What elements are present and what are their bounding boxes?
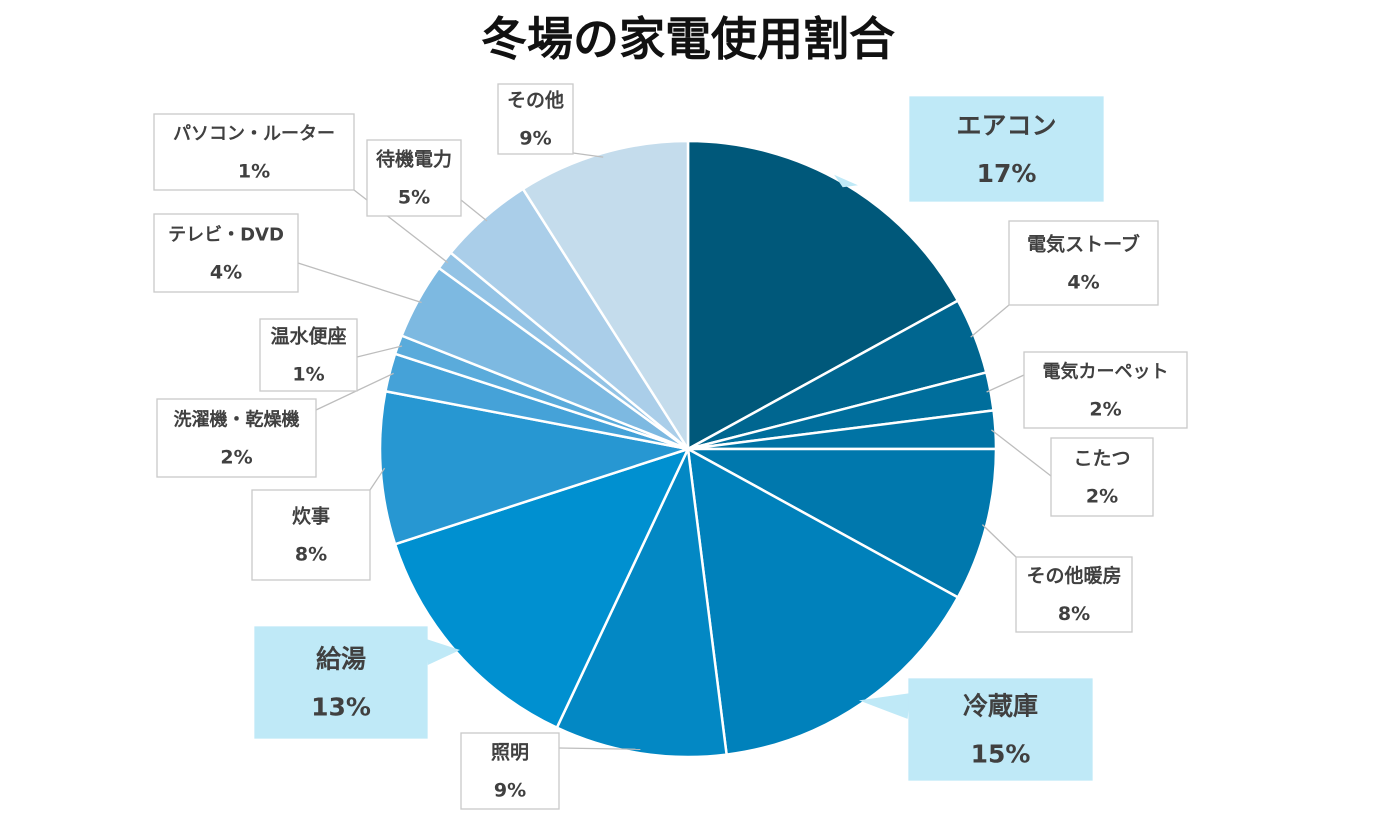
data-label-value: 9% xyxy=(494,780,526,802)
callout-box xyxy=(460,732,560,810)
callout-box xyxy=(153,213,299,293)
pie-slice-炊事 xyxy=(378,390,690,546)
leader-line-待機電力 xyxy=(460,199,488,222)
pie-slice-冷蔵庫 xyxy=(686,447,960,756)
callout-box xyxy=(153,113,355,191)
data-label-その他暖房: その他暖房 8% xyxy=(1015,556,1133,633)
data-label-照明: 照明 9% xyxy=(460,732,560,810)
data-label-エアコン: エアコン 17% xyxy=(909,96,1104,202)
leader-line-テレビ-DVD xyxy=(297,262,422,304)
data-label-value: 2% xyxy=(1086,486,1118,508)
data-label-name: 電気カーペット xyxy=(1043,360,1169,382)
data-label-洗濯機-乾燥機: 洗濯機・乾燥機 2% xyxy=(156,398,317,478)
leader-line-電気ストーブ xyxy=(970,304,1010,338)
data-label-name: パソコン・ルーター xyxy=(173,123,335,144)
data-label-温水便座: 温水便座 1% xyxy=(259,318,358,392)
chart-title: 冬場の家電使用割合 xyxy=(481,12,895,66)
pie-slice-その他暖房 xyxy=(686,447,998,599)
callout-box xyxy=(1008,220,1159,306)
leader-line-その他 xyxy=(572,152,604,158)
data-label-name: その他 xyxy=(507,89,564,112)
callout-box xyxy=(1023,351,1188,429)
data-label-name: 電気ストーブ xyxy=(1027,233,1140,256)
leader-line-温水便座 xyxy=(356,345,403,358)
callout-box xyxy=(908,678,1093,781)
data-label-給湯: 給湯 13% xyxy=(254,626,428,739)
pie-slices xyxy=(378,139,998,759)
leader-line-照明 xyxy=(558,747,641,750)
data-label-value: 4% xyxy=(1067,272,1099,294)
data-label-value: 4% xyxy=(210,262,242,284)
data-label-value: 8% xyxy=(1058,603,1090,625)
callout-box xyxy=(254,626,428,739)
leader-line-その他暖房 xyxy=(981,524,1017,558)
data-label-value: 13% xyxy=(311,692,371,721)
data-label-name: 給湯 xyxy=(316,644,366,673)
data-label-待機電力: 待機電力 5% xyxy=(366,139,462,217)
data-label-name: 待機電力 xyxy=(376,148,452,171)
data-label-name: 照明 xyxy=(491,742,529,764)
data-label-電気カーペット: 電気カーペット 2% xyxy=(1023,351,1188,429)
leader-line-炊事 xyxy=(369,467,386,491)
callout-pointer-エアコン xyxy=(834,174,858,188)
pie-slice-その他 xyxy=(521,139,690,451)
data-label-パソコン-ルーター: パソコン・ルーター 1% xyxy=(153,113,355,191)
leader-line-こたつ xyxy=(991,429,1052,477)
leader-line-電気カーペット xyxy=(986,374,1025,393)
data-label-こたつ: こたつ 2% xyxy=(1050,437,1154,517)
callout-pointer-給湯 xyxy=(426,639,460,665)
callout-box xyxy=(259,318,358,392)
data-label-炊事: 炊事 8% xyxy=(251,489,371,581)
data-label-name: エアコン xyxy=(956,111,1056,140)
data-label-value: 15% xyxy=(971,739,1031,768)
data-label-name: 冷蔵庫 xyxy=(963,691,1038,720)
data-label-name: 洗濯機・乾燥機 xyxy=(174,408,300,430)
callout-box xyxy=(1015,556,1133,633)
data-label-value: 5% xyxy=(398,187,430,209)
data-label-value: 1% xyxy=(292,364,324,386)
data-label-value: 9% xyxy=(519,128,551,150)
data-label-name: 温水便座 xyxy=(270,325,346,348)
data-label-callouts: エアコン 17% 電気ストーブ 4% 電気カーペット 2% こたつ 2% その他暖房 8% 冷蔵庫 1… xyxy=(153,83,1188,810)
callout-box xyxy=(156,398,317,478)
pie-slice-給湯 xyxy=(393,447,690,729)
data-label-value: 2% xyxy=(220,447,252,469)
pie-slice-照明 xyxy=(555,447,728,759)
data-label-value: 2% xyxy=(1089,399,1121,421)
data-label-name: 炊事 xyxy=(292,505,330,528)
data-label-value: 8% xyxy=(295,544,327,566)
callout-box xyxy=(909,96,1104,202)
data-label-name: こたつ xyxy=(1073,448,1130,470)
data-label-その他: その他 9% xyxy=(497,83,574,155)
data-label-name: テレビ・DVD xyxy=(168,224,284,245)
data-label-冷蔵庫: 冷蔵庫 15% xyxy=(908,678,1093,781)
data-label-電気ストーブ: 電気ストーブ 4% xyxy=(1008,220,1159,306)
callout-box xyxy=(251,489,371,581)
callout-pointer-冷蔵庫 xyxy=(858,693,911,719)
callout-box xyxy=(1050,437,1154,517)
data-label-テレビ-DVD: テレビ・DVD 4% xyxy=(153,213,299,293)
data-label-value: 1% xyxy=(238,161,270,183)
leader-line-洗濯機-乾燥機 xyxy=(315,372,394,411)
data-label-name: その他暖房 xyxy=(1026,564,1121,587)
data-label-value: 17% xyxy=(977,159,1037,188)
callout-box xyxy=(497,83,574,155)
callout-box xyxy=(366,139,462,217)
leader-lines xyxy=(297,152,1052,750)
